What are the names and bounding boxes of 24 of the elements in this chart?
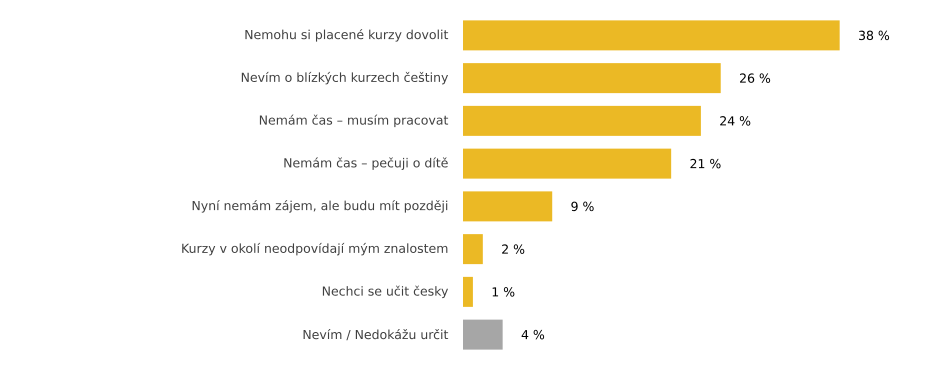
bar [463, 63, 721, 94]
bar [463, 106, 701, 136]
bar [463, 276, 473, 307]
y-tick-label: Nemohu si placené kurzy dovolit [245, 29, 448, 42]
bar [463, 320, 503, 350]
data-label: 21 % [690, 158, 721, 168]
data-label: 38 % [858, 30, 890, 40]
y-tick-label: Nevím / Nedokážu určit [304, 329, 448, 340]
y-tick-label: Nechci se učit česky [322, 286, 448, 298]
data-label: 26 % [740, 73, 770, 83]
y-tick-label: Nemám čas – pečuji o dítě [284, 157, 448, 170]
y-tick-label: Nevím o blízkých kurzech češtiny [242, 72, 448, 84]
y-tick-label: Nemám čas – musím pracovat [260, 114, 448, 128]
data-label: 2 % [502, 244, 524, 254]
bar [463, 191, 552, 222]
data-label: 1 % [492, 287, 514, 297]
data-label: 24 % [720, 116, 750, 126]
bar [463, 234, 483, 264]
y-tick-label: Kurzy v okolí neodpovídají mým znalostem [182, 242, 448, 256]
y-tick-label: Nyní nemám zájem, ale budu mít později [192, 200, 448, 213]
data-label: 4 % [522, 330, 544, 340]
bar [463, 148, 672, 179]
data-label: 9 % [571, 202, 594, 212]
bar [463, 20, 840, 50]
